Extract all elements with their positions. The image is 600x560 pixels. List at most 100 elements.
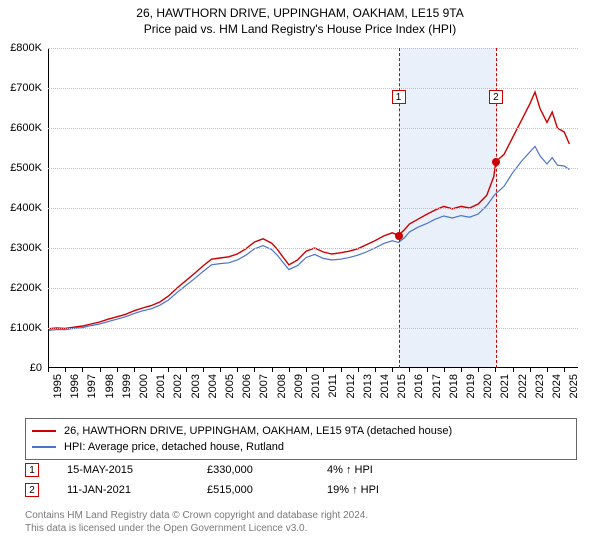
chart-subtitle: Price paid vs. HM Land Registry's House … (0, 22, 600, 36)
x-axis-tick-label: 2005 (224, 374, 236, 414)
x-axis-tick-label: 2008 (276, 374, 288, 414)
legend-item: HPI: Average price, detached house, Rutl… (32, 439, 570, 455)
x-axis-tick-label: 2024 (551, 374, 563, 414)
x-axis-tick (100, 368, 101, 372)
chart-plot-area: £0£100K£200K£300K£400K£500K£600K£700K£80… (48, 48, 578, 368)
x-axis-tick-label: 2016 (413, 374, 425, 414)
x-axis-tick-label: 2000 (138, 374, 150, 414)
sale-marker-box: 1 (392, 90, 406, 104)
sale-point-dot (492, 158, 500, 166)
x-axis-tick-label: 2025 (568, 374, 580, 414)
gridline-horizontal (48, 248, 578, 249)
x-axis-tick (392, 368, 393, 372)
x-axis-tick-label: 1997 (86, 374, 98, 414)
x-axis-tick (341, 368, 342, 372)
x-axis-tick-label: 2023 (534, 374, 546, 414)
y-axis-tick-label: £800K (0, 42, 42, 54)
x-axis-line (48, 367, 578, 368)
x-axis-tick (151, 368, 152, 372)
x-axis-tick-label: 1995 (52, 374, 64, 414)
sale-event-date: 15-MAY-2015 (67, 464, 207, 476)
x-axis-tick-label: 2011 (327, 374, 339, 414)
x-axis-tick (409, 368, 410, 372)
sale-event-number: 2 (25, 483, 39, 497)
chart-title-address: 26, HAWTHORN DRIVE, UPPINGHAM, OAKHAM, L… (0, 6, 600, 20)
x-axis-tick-label: 2022 (517, 374, 529, 414)
y-axis-tick-label: £500K (0, 162, 42, 174)
x-axis-tick (495, 368, 496, 372)
x-axis-tick-label: 2010 (310, 374, 322, 414)
x-axis-tick-label: 1996 (69, 374, 81, 414)
x-axis-tick (478, 368, 479, 372)
x-axis-tick-label: 2017 (431, 374, 443, 414)
gridline-horizontal (48, 128, 578, 129)
sale-event-price: £515,000 (207, 484, 327, 496)
sale-event-pct: 4% ↑ HPI (327, 464, 467, 476)
gridline-horizontal (48, 48, 578, 49)
x-axis-tick-label: 2019 (465, 374, 477, 414)
x-axis-tick (530, 368, 531, 372)
gridline-horizontal (48, 328, 578, 329)
x-axis-tick-label: 2007 (258, 374, 270, 414)
x-axis-tick-label: 2014 (379, 374, 391, 414)
x-axis-tick (82, 368, 83, 372)
x-axis-tick-label: 2020 (482, 374, 494, 414)
y-axis-tick-label: £300K (0, 242, 42, 254)
x-axis-tick-label: 2006 (241, 374, 253, 414)
sale-event-date: 11-JAN-2021 (67, 484, 207, 496)
y-axis-tick-label: £100K (0, 322, 42, 334)
x-axis-tick (220, 368, 221, 372)
x-axis-tick (306, 368, 307, 372)
gridline-horizontal (48, 168, 578, 169)
x-axis-tick-label: 1998 (104, 374, 116, 414)
chart-container: 26, HAWTHORN DRIVE, UPPINGHAM, OAKHAM, L… (0, 0, 600, 560)
sale-marker-box: 2 (489, 90, 503, 104)
x-axis-tick-label: 2009 (293, 374, 305, 414)
y-axis-tick-label: £600K (0, 122, 42, 134)
gridline-horizontal (48, 288, 578, 289)
x-axis-tick (272, 368, 273, 372)
sale-events-table: 115-MAY-2015£330,0004% ↑ HPI 2 11-JAN-2021… (25, 460, 577, 500)
x-axis-tick (323, 368, 324, 372)
sale-event-row: 115-MAY-2015£330,0004% ↑ HPI (25, 460, 577, 480)
x-axis-tick (65, 368, 66, 372)
sale-event-pct: 19% ↑ HPI (327, 484, 467, 496)
x-axis-tick (134, 368, 135, 372)
x-axis-tick-label: 2012 (345, 374, 357, 414)
x-axis-tick (513, 368, 514, 372)
x-axis-tick-label: 2001 (155, 374, 167, 414)
legend-item: 26, HAWTHORN DRIVE, UPPINGHAM, OAKHAM, L… (32, 423, 570, 439)
x-axis-tick (168, 368, 169, 372)
footer-attribution: Contains HM Land Registry data © Crown c… (25, 510, 577, 535)
footer-line1: Contains HM Land Registry data © Crown c… (25, 510, 577, 523)
legend-swatch (32, 446, 56, 448)
x-axis-tick (358, 368, 359, 372)
y-axis-tick-label: £400K (0, 202, 42, 214)
x-axis-tick (237, 368, 238, 372)
sale-point-dot (395, 232, 403, 240)
y-axis-tick-label: £200K (0, 282, 42, 294)
x-axis-tick (444, 368, 445, 372)
x-axis-tick-label: 2004 (207, 374, 219, 414)
x-axis-tick (564, 368, 565, 372)
x-axis-tick (48, 368, 49, 372)
series-line-hpi (48, 146, 569, 330)
x-axis-tick-label: 2002 (172, 374, 184, 414)
x-axis-tick (427, 368, 428, 372)
x-axis-tick-label: 2021 (499, 374, 511, 414)
x-axis-tick-label: 2015 (396, 374, 408, 414)
x-axis-tick (117, 368, 118, 372)
footer-line2: This data is licensed under the Open Gov… (25, 523, 577, 536)
x-axis-tick (461, 368, 462, 372)
sale-event-row: 2 11-JAN-2021£515,00019% ↑ HPI (25, 480, 577, 500)
x-axis-tick (203, 368, 204, 372)
y-axis-tick-label: £700K (0, 82, 42, 94)
legend-box: 26, HAWTHORN DRIVE, UPPINGHAM, OAKHAM, L… (25, 418, 577, 460)
gridline-horizontal (48, 208, 578, 209)
legend-label: 26, HAWTHORN DRIVE, UPPINGHAM, OAKHAM, L… (64, 425, 452, 437)
x-axis-tick (547, 368, 548, 372)
x-axis-tick-label: 2018 (448, 374, 460, 414)
x-axis-tick (254, 368, 255, 372)
x-axis-tick (289, 368, 290, 372)
x-axis-tick (186, 368, 187, 372)
